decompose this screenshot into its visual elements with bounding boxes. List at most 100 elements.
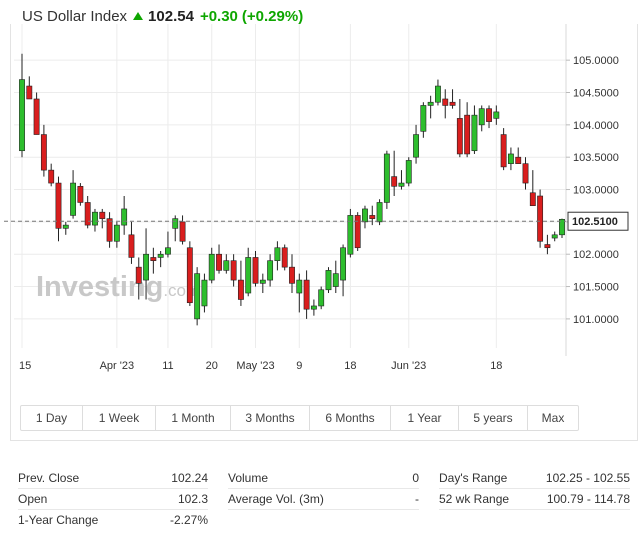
candle bbox=[62, 221, 69, 235]
stat-label: Volume bbox=[228, 471, 269, 485]
stat-label: Prev. Close bbox=[18, 471, 80, 485]
candle-body-up bbox=[383, 153, 390, 203]
stat-open: Open 102.3 bbox=[18, 489, 208, 510]
period-button-3-months[interactable]: 3 Months bbox=[231, 406, 310, 430]
candle bbox=[48, 163, 55, 187]
candle bbox=[486, 105, 492, 129]
candle bbox=[362, 205, 368, 229]
candle-body-down bbox=[544, 244, 551, 249]
period-button-max[interactable]: Max bbox=[541, 411, 565, 425]
candle-body-up bbox=[507, 153, 514, 164]
candle-body-up bbox=[143, 253, 149, 281]
candle bbox=[143, 228, 149, 300]
candle bbox=[456, 98, 463, 158]
candle bbox=[464, 102, 471, 158]
candle-body-up bbox=[208, 253, 215, 281]
stat-label: Open bbox=[18, 492, 48, 506]
candle-body-up bbox=[493, 111, 500, 119]
candle-body-down bbox=[303, 279, 310, 310]
candle bbox=[26, 76, 33, 100]
candle bbox=[259, 273, 266, 294]
x-tick-label: 18 bbox=[490, 360, 502, 372]
x-tick-label: 20 bbox=[206, 360, 218, 372]
candle bbox=[230, 254, 237, 287]
stat-label: 52 wk Range bbox=[439, 492, 510, 506]
candle bbox=[92, 208, 98, 232]
period-button-1-month[interactable]: 1 Month bbox=[156, 406, 231, 430]
period-button-5-years[interactable]: 5 years bbox=[459, 406, 528, 430]
candle-body-up bbox=[471, 114, 478, 152]
candle bbox=[369, 205, 376, 226]
candle-body-up bbox=[113, 224, 120, 242]
candle-body-down bbox=[150, 257, 157, 261]
candle-body-up bbox=[478, 108, 485, 126]
candle-body-down bbox=[391, 176, 398, 187]
period-button-1-week[interactable]: 1 Week bbox=[83, 406, 156, 430]
candle bbox=[507, 147, 514, 171]
stats-column-2: Volume 0 Average Vol. (3m) - bbox=[228, 468, 419, 510]
candle bbox=[274, 241, 281, 271]
candle bbox=[471, 105, 478, 154]
candle-body-down bbox=[48, 169, 55, 184]
x-tick-label: Jun '23 bbox=[391, 360, 426, 372]
stats-column-3: Day's Range 102.25 - 102.55 52 wk Range 10… bbox=[439, 468, 630, 510]
stat-avg-volume: Average Vol. (3m) - bbox=[228, 489, 419, 510]
period-button-1-year[interactable]: 1 Year bbox=[391, 406, 459, 430]
candle bbox=[245, 247, 252, 297]
candle bbox=[449, 89, 456, 109]
candle-body-up bbox=[259, 279, 266, 284]
candle-body-down bbox=[449, 101, 456, 106]
price-change-percent: (+0.29%) bbox=[241, 7, 304, 25]
candle bbox=[216, 244, 222, 274]
candle-body-down bbox=[515, 156, 522, 164]
candle bbox=[310, 299, 317, 316]
period-selector: 1 Day 1 Week 1 Month 3 Months 6 Months 1 Year… bbox=[20, 405, 579, 431]
candle-body-down bbox=[55, 182, 62, 229]
y-tick-label: 103.5000 bbox=[573, 152, 619, 164]
candle-body-up bbox=[62, 224, 69, 229]
candle-body-down bbox=[237, 279, 244, 300]
candle-body-up bbox=[201, 279, 208, 307]
plot-background bbox=[14, 24, 566, 348]
candle-body-down bbox=[354, 215, 361, 249]
candle-body-up bbox=[296, 279, 303, 294]
candle bbox=[398, 170, 405, 190]
candle-body-down bbox=[77, 185, 84, 203]
stat-value: 0 bbox=[412, 471, 419, 485]
candle bbox=[303, 270, 310, 319]
candle-body-up bbox=[194, 273, 201, 320]
candle bbox=[340, 244, 347, 297]
period-button-1-day[interactable]: 1 Day bbox=[21, 406, 83, 430]
candle bbox=[135, 257, 142, 300]
x-tick-label: May '23 bbox=[236, 360, 274, 372]
candle-body-down bbox=[442, 98, 449, 106]
period-button-6-months[interactable]: 6 Months bbox=[310, 406, 391, 430]
candle-body-up bbox=[427, 101, 434, 106]
x-tick-label: 9 bbox=[296, 360, 302, 372]
candle-body-down bbox=[369, 215, 376, 219]
candlestick-chart[interactable]: Investing.com 105.0000104.5000104.000010… bbox=[0, 0, 640, 400]
candle bbox=[201, 273, 208, 313]
candle bbox=[208, 247, 215, 284]
candle-body-up bbox=[551, 234, 558, 239]
instrument-title: US Dollar Index bbox=[22, 7, 128, 25]
stat-value: 102.3 bbox=[177, 492, 208, 506]
price-change: +0.30 bbox=[199, 7, 238, 25]
candle-body-down bbox=[99, 211, 106, 219]
candle bbox=[99, 208, 106, 229]
candle bbox=[172, 215, 179, 242]
candle-body-up bbox=[405, 160, 412, 184]
candle bbox=[186, 241, 193, 306]
candle bbox=[223, 254, 230, 274]
candle bbox=[522, 157, 529, 190]
candle-body-up bbox=[347, 215, 354, 255]
y-tick-label: 103.0000 bbox=[573, 185, 619, 197]
candle-body-up bbox=[157, 253, 164, 258]
stat-52wk-range: 52 wk Range 100.79 - 114.78 bbox=[439, 489, 630, 510]
candle-body-down bbox=[486, 108, 492, 122]
candle bbox=[559, 218, 565, 239]
candle bbox=[332, 260, 339, 294]
candle bbox=[391, 150, 398, 196]
stat-label: Average Vol. (3m) bbox=[228, 492, 324, 506]
candle bbox=[296, 273, 303, 313]
